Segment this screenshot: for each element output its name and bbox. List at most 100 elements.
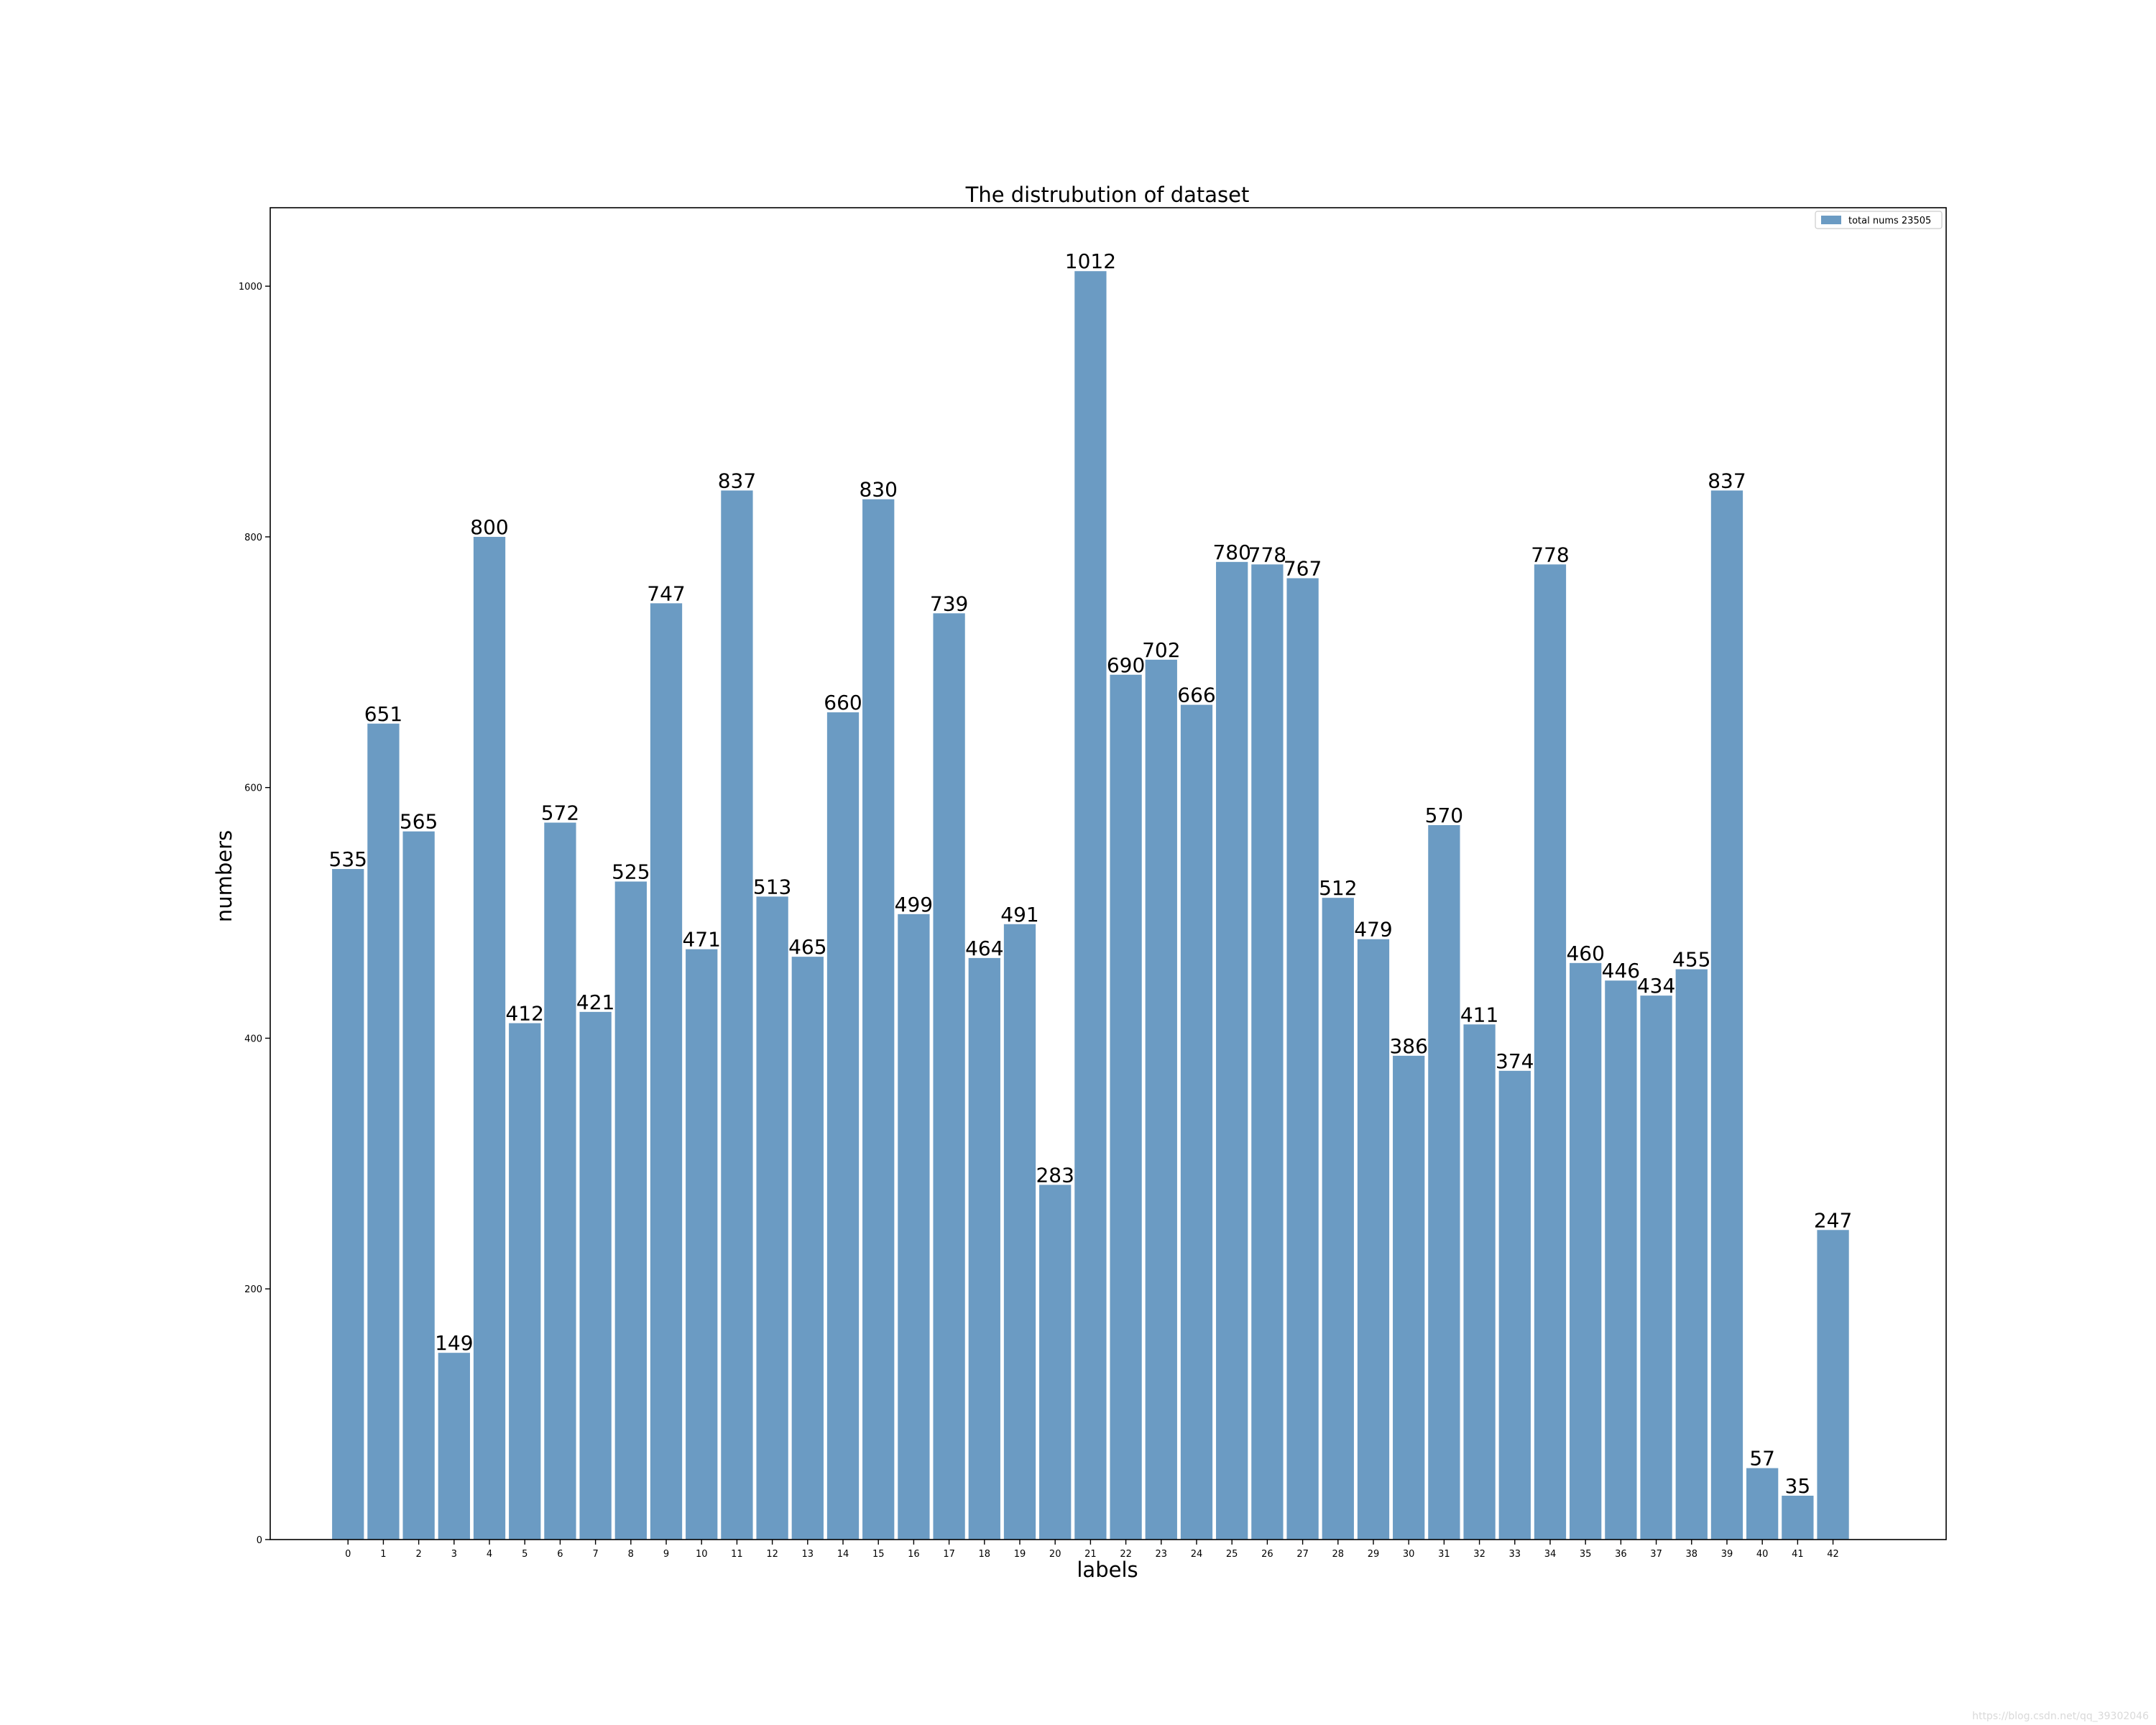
bar-13 <box>791 957 824 1540</box>
bar-5 <box>509 1023 541 1540</box>
bar-14 <box>826 712 860 1540</box>
legend-label: total nums 23505 <box>1848 216 1931 226</box>
x-tick-label-21: 21 <box>1084 1549 1097 1560</box>
y-axis-label: numbers <box>212 830 236 922</box>
x-tick-label-3: 3 <box>451 1549 457 1560</box>
x-tick-label-28: 28 <box>1332 1549 1345 1560</box>
x-tick-label-22: 22 <box>1120 1549 1132 1560</box>
x-tick-label-2: 2 <box>415 1549 421 1560</box>
bar-41 <box>1782 1495 1814 1540</box>
x-tick-label-38: 38 <box>1685 1549 1697 1560</box>
y-tick-label-800: 800 <box>244 533 262 543</box>
bar-value-label-32: 411 <box>1460 1003 1498 1026</box>
bar-value-label-41: 35 <box>1785 1474 1811 1498</box>
legend: total nums 23505 <box>1815 211 1943 229</box>
x-tick-label-1: 1 <box>380 1549 386 1560</box>
bar-34 <box>1534 564 1567 1540</box>
bar-3 <box>438 1353 470 1540</box>
bar-21 <box>1074 271 1107 1540</box>
bar-value-label-33: 374 <box>1496 1049 1534 1073</box>
y-tick-label-200: 200 <box>244 1284 262 1295</box>
bar-25 <box>1216 561 1248 1540</box>
bar-9 <box>650 603 683 1540</box>
bar-value-label-12: 513 <box>753 875 791 898</box>
chart-title: The distrubution of dataset <box>965 183 1250 207</box>
bar-value-label-9: 747 <box>647 581 685 605</box>
bar-22 <box>1110 674 1142 1540</box>
bar-value-label-14: 660 <box>824 691 862 714</box>
bar-value-label-24: 666 <box>1177 684 1215 707</box>
y-tick-label-0: 0 <box>257 1535 262 1546</box>
bar-value-label-26: 778 <box>1248 543 1286 566</box>
bar-value-label-38: 455 <box>1672 948 1710 972</box>
x-tick-label-4: 4 <box>487 1549 492 1560</box>
bar-value-label-39: 837 <box>1708 469 1746 492</box>
bar-value-label-2: 565 <box>400 810 438 834</box>
x-tick-label-34: 34 <box>1544 1549 1557 1560</box>
bar-7 <box>579 1011 612 1540</box>
bar-30 <box>1393 1055 1425 1540</box>
x-tick-label-19: 19 <box>1014 1549 1026 1560</box>
bar-value-label-22: 690 <box>1107 653 1145 677</box>
x-tick-label-6: 6 <box>557 1549 563 1560</box>
bar-35 <box>1570 962 1602 1540</box>
x-tick-label-0: 0 <box>345 1549 351 1560</box>
bar-4 <box>473 536 506 1540</box>
bar-value-label-30: 386 <box>1389 1034 1427 1058</box>
x-tick-label-39: 39 <box>1721 1549 1733 1560</box>
bar-10 <box>686 949 718 1540</box>
bar-value-label-11: 837 <box>718 469 756 492</box>
bar-19 <box>1003 924 1036 1540</box>
bar-value-label-8: 525 <box>612 860 650 883</box>
x-tick-label-35: 35 <box>1580 1549 1592 1560</box>
x-tick-label-30: 30 <box>1403 1549 1415 1560</box>
bar-value-label-28: 512 <box>1319 876 1357 900</box>
bar-value-label-16: 499 <box>895 893 933 916</box>
bar-1 <box>367 723 400 1540</box>
x-tick-label-13: 13 <box>802 1549 814 1560</box>
x-tick-label-40: 40 <box>1756 1549 1769 1560</box>
x-tick-label-33: 33 <box>1509 1549 1521 1560</box>
bar-value-label-7: 421 <box>576 990 614 1014</box>
bar-value-label-40: 57 <box>1749 1447 1775 1471</box>
bar-11 <box>721 490 753 1540</box>
bar-8 <box>614 881 647 1540</box>
bar-value-label-36: 446 <box>1602 959 1640 983</box>
bar-value-label-6: 572 <box>541 801 579 825</box>
x-tick-label-26: 26 <box>1261 1549 1273 1560</box>
bar-20 <box>1039 1184 1072 1540</box>
bar-value-label-18: 464 <box>965 937 1003 960</box>
bar-value-label-29: 479 <box>1354 918 1392 942</box>
x-tick-label-14: 14 <box>837 1549 849 1560</box>
x-tick-label-12: 12 <box>766 1549 778 1560</box>
y-axis-ticks: 0 200 400 600 800 1000 <box>239 282 270 1546</box>
plot-area-frame <box>270 207 1947 1540</box>
bar-value-label-17: 739 <box>930 592 968 615</box>
x-tick-label-20: 20 <box>1049 1549 1061 1560</box>
bar-value-label-35: 460 <box>1566 942 1604 965</box>
x-tick-label-25: 25 <box>1226 1549 1238 1560</box>
bar-27 <box>1286 578 1319 1540</box>
bar-40 <box>1746 1468 1779 1540</box>
x-tick-label-11: 11 <box>731 1549 743 1560</box>
bar-33 <box>1498 1070 1531 1540</box>
x-tick-label-10: 10 <box>696 1549 708 1560</box>
x-tick-label-17: 17 <box>943 1549 955 1560</box>
y-tick-label-600: 600 <box>244 783 262 794</box>
bar-38 <box>1675 969 1708 1540</box>
bar-value-label-3: 149 <box>435 1331 473 1355</box>
bar-value-label-15: 830 <box>859 478 897 502</box>
x-tick-label-27: 27 <box>1296 1549 1309 1560</box>
bar-value-label-13: 465 <box>788 935 826 959</box>
bar-value-label-19: 491 <box>1000 903 1038 926</box>
legend-swatch <box>1821 216 1841 224</box>
bar-value-label-27: 767 <box>1284 556 1322 580</box>
watermark-text: https://blog.csdn.net/qq_39302046 <box>1972 1711 2149 1722</box>
x-tick-label-36: 36 <box>1615 1549 1627 1560</box>
bar-12 <box>756 896 788 1540</box>
y-tick-label-1000: 1000 <box>239 282 262 293</box>
x-tick-label-24: 24 <box>1191 1549 1203 1560</box>
bar-26 <box>1251 564 1284 1540</box>
bar-18 <box>968 957 1000 1540</box>
